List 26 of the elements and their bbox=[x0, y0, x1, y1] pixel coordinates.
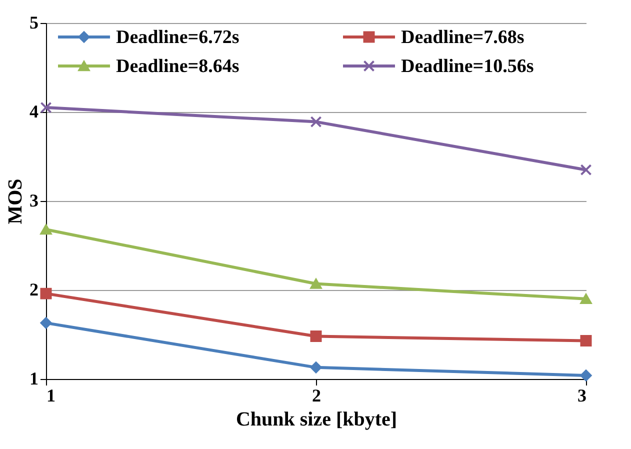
point bbox=[40, 288, 52, 300]
x-tick-label: 3 bbox=[578, 386, 586, 406]
point bbox=[40, 317, 52, 329]
y-tick-label: 1 bbox=[30, 368, 38, 388]
x-axis-title: Chunk size [kbyte] bbox=[236, 408, 398, 430]
y-tick-label: 5 bbox=[30, 12, 38, 32]
legend-label: Deadline=10.56s bbox=[401, 56, 534, 77]
point bbox=[580, 334, 592, 346]
legend-label: Deadline=7.68s bbox=[401, 27, 524, 48]
x-tick-label: 1 bbox=[46, 386, 56, 406]
y-tick-label: 3 bbox=[30, 190, 38, 210]
y-tick-label: 2 bbox=[30, 280, 38, 300]
point bbox=[310, 278, 322, 289]
point bbox=[310, 116, 322, 128]
point bbox=[40, 224, 52, 235]
point bbox=[310, 330, 322, 342]
y-axis-title: MOS bbox=[4, 178, 26, 224]
point bbox=[310, 362, 322, 374]
legend-label: Deadline=6.72s bbox=[116, 27, 240, 48]
point bbox=[580, 294, 592, 304]
x-tick-label: 2 bbox=[312, 386, 321, 406]
y-tick-label: 4 bbox=[30, 102, 38, 122]
point bbox=[580, 164, 592, 176]
legend-label: Deadline=8.64s bbox=[116, 56, 240, 77]
point bbox=[40, 102, 52, 114]
point bbox=[580, 370, 592, 382]
